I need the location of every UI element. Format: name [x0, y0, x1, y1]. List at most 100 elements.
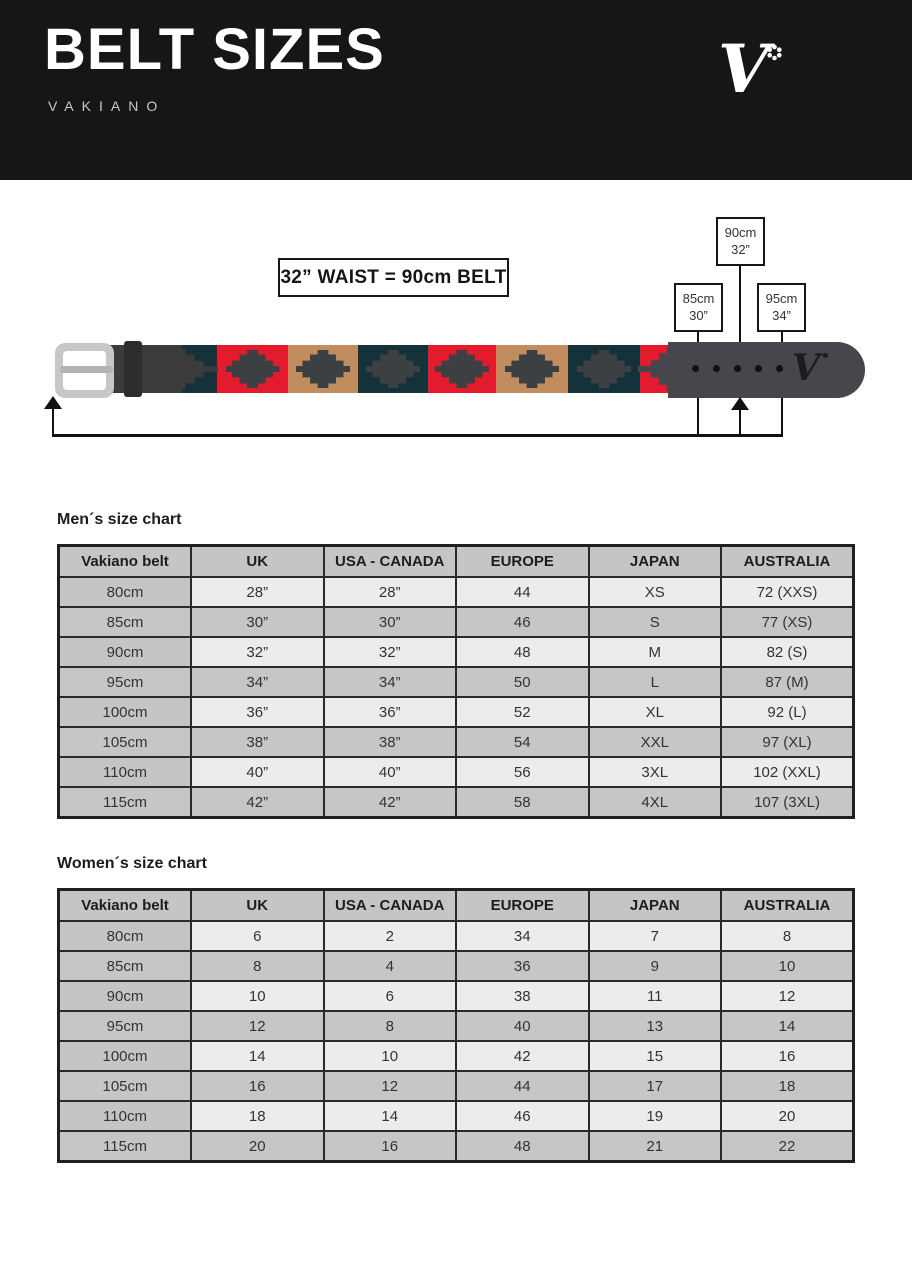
column-header: JAPAN	[587, 888, 722, 922]
size-cell: 21	[587, 1130, 722, 1163]
table-row: 110cm 40” 40” 56 3XL 102 (XXL)	[57, 756, 855, 788]
size-cell: 10	[190, 980, 325, 1012]
size-cell: 42”	[322, 786, 457, 819]
size-cell: 9	[587, 950, 722, 982]
column-header: EUROPE	[455, 544, 590, 578]
belt-size-cell: 80cm	[57, 920, 192, 952]
table-row: 105cm 16 12 44 17 18	[57, 1070, 855, 1102]
belt-v-mark: V	[792, 347, 820, 389]
size-cell: 87 (M)	[720, 666, 855, 698]
belt-size-cell: 115cm	[57, 786, 192, 819]
size-cell: XS	[587, 576, 722, 608]
belt-size-cell: 85cm	[57, 950, 192, 982]
page-title: BELT SIZES	[44, 17, 385, 82]
size-cell: 102 (XXL)	[720, 756, 855, 788]
pampa-diamond	[225, 350, 280, 388]
mens-chart-title: Men´s size chart	[57, 511, 182, 528]
waist-formula-box: 32” WAIST = 90cm BELT	[278, 258, 509, 297]
size-cell: 8	[190, 950, 325, 982]
belt-hole	[713, 365, 720, 372]
size-callout-85cm: 85cm 30”	[674, 283, 723, 332]
size-cell: 107 (3XL)	[720, 786, 855, 819]
size-cell: 38	[455, 980, 590, 1012]
callout-cm: 85cm	[682, 290, 715, 306]
size-cell: 34	[455, 920, 590, 952]
size-cell: 38”	[322, 726, 457, 758]
belt-strap	[108, 345, 182, 393]
size-cell: 32”	[190, 636, 325, 668]
column-header: AUSTRALIA	[720, 544, 855, 578]
womens-size-table: Vakiano belt UK USA - CANADA EUROPE JAPAN AUS…	[57, 888, 855, 1163]
line-measure-horizontal	[52, 434, 783, 437]
belt-size-cell: 80cm	[57, 576, 192, 608]
mens-size-table: Vakiano belt UK USA - CANADA EUROPE JAPAN AUS…	[57, 544, 855, 819]
size-cell: 32”	[322, 636, 457, 668]
pampa-diamond	[435, 350, 489, 388]
header-row: Vakiano belt UK USA - CANADA EUROPE JAPAN AUS…	[57, 888, 855, 922]
table-row: 80cm 28” 28” 44 XS 72 (XXS)	[57, 576, 855, 608]
belt-square-teal	[358, 345, 428, 393]
size-cell: 2	[322, 920, 457, 952]
table-row: 110cm 18 14 46 19 20	[57, 1100, 855, 1132]
size-cell: 40”	[322, 756, 457, 788]
size-cell: 16	[322, 1130, 457, 1163]
size-cell: 42	[455, 1040, 590, 1072]
size-cell: 36	[455, 950, 590, 982]
size-cell: 14	[190, 1040, 325, 1072]
belt-square-red	[217, 345, 288, 393]
size-cell: 42”	[190, 786, 325, 819]
table-row: 85cm 30” 30” 46 S 77 (XS)	[57, 606, 855, 638]
callout-cm: 95cm	[765, 290, 798, 306]
size-cell: 16	[720, 1040, 855, 1072]
column-header: UK	[190, 544, 325, 578]
pampa-diamond	[296, 350, 350, 388]
size-cell: S	[587, 606, 722, 638]
size-cell: 97 (XL)	[720, 726, 855, 758]
belt-size-cell: 100cm	[57, 1040, 192, 1072]
flower-icon	[766, 44, 783, 66]
brand-name: VAKIANO	[48, 98, 166, 114]
belt-size-cell: 115cm	[57, 1130, 192, 1163]
belt-size-cell: 95cm	[57, 1010, 192, 1042]
size-cell: 44	[455, 576, 590, 608]
belt-hole	[755, 365, 762, 372]
size-cell: 56	[455, 756, 590, 788]
belt-v-mark-dot	[823, 353, 828, 358]
size-cell: 40”	[190, 756, 325, 788]
size-cell: 36”	[190, 696, 325, 728]
belt-size-cell: 110cm	[57, 756, 192, 788]
belt-size-cell: 90cm	[57, 636, 192, 668]
column-header: UK	[190, 888, 325, 922]
size-cell: 92 (L)	[720, 696, 855, 728]
callout-inch: 32”	[731, 241, 750, 257]
header-band: BELT SIZES VAKIANO V	[0, 0, 912, 180]
size-cell: 22	[720, 1130, 855, 1163]
belt-square-tan	[288, 345, 358, 393]
table-row: 95cm 34” 34” 50 L 87 (M)	[57, 666, 855, 698]
size-cell: 3XL	[587, 756, 722, 788]
callout-cm: 90cm	[724, 224, 757, 240]
size-cell: 10	[322, 1040, 457, 1072]
size-cell: L	[587, 666, 722, 698]
size-cell: 16	[190, 1070, 325, 1102]
size-cell: 10	[720, 950, 855, 982]
pampa-diamond	[577, 350, 631, 388]
belt-hole	[776, 365, 783, 372]
table-row: 100cm 14 10 42 15 16	[57, 1040, 855, 1072]
size-cell: 8	[720, 920, 855, 952]
size-cell: 18	[720, 1070, 855, 1102]
size-cell: 28”	[190, 576, 325, 608]
vakiano-logo: V	[718, 36, 808, 126]
belt-size-cell: 105cm	[57, 726, 192, 758]
size-cell: 7	[587, 920, 722, 952]
size-cell: 4XL	[587, 786, 722, 819]
table-row: 115cm 42” 42” 58 4XL 107 (3XL)	[57, 786, 855, 819]
size-cell: 6	[190, 920, 325, 952]
size-cell: 12	[190, 1010, 325, 1042]
size-cell: 54	[455, 726, 590, 758]
size-cell: 11	[587, 980, 722, 1012]
size-cell: 38”	[190, 726, 325, 758]
size-cell: 6	[322, 980, 457, 1012]
size-cell: 17	[587, 1070, 722, 1102]
